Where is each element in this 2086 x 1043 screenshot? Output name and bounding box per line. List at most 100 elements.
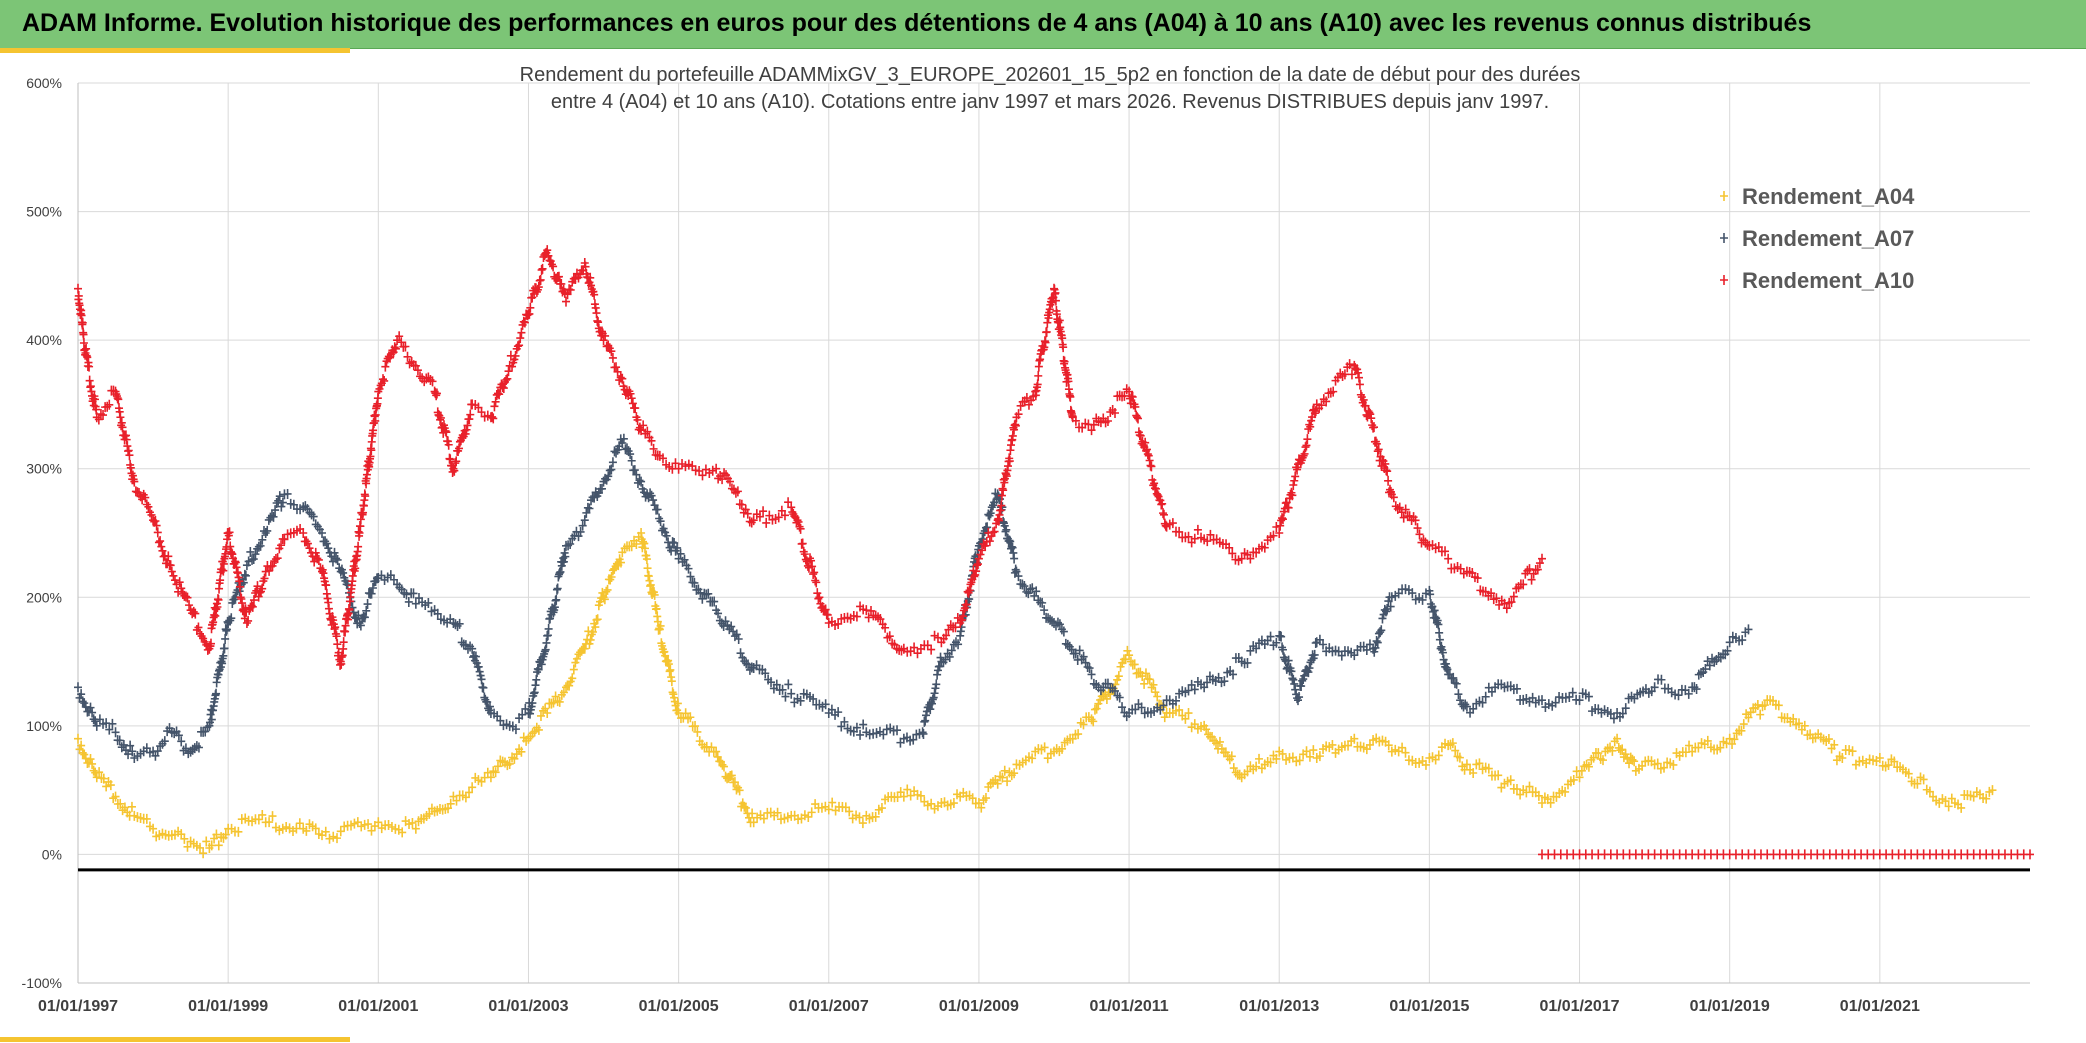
- series-point: [812, 577, 821, 588]
- series-point: [1535, 558, 1544, 569]
- series-point: [174, 730, 183, 741]
- series-point: [976, 549, 985, 560]
- series-point: [1141, 668, 1150, 679]
- x-tick-label: 01/01/2007: [789, 998, 869, 1015]
- series-point: [559, 556, 568, 567]
- series-point: [958, 611, 967, 622]
- series-point: [1147, 461, 1156, 472]
- series-point: [1322, 396, 1331, 407]
- series-point: [555, 696, 564, 707]
- series-point: [631, 403, 640, 414]
- series-point: [653, 504, 662, 515]
- series-point: [128, 746, 137, 757]
- series-point: [248, 554, 257, 565]
- series-point: [79, 329, 88, 340]
- series-point: [612, 362, 621, 373]
- series-point: [767, 677, 776, 688]
- series-point: [1774, 700, 1783, 711]
- series-point: [409, 588, 418, 599]
- series-point: [778, 684, 787, 695]
- series-point: [1074, 729, 1083, 740]
- series-point: [520, 317, 529, 328]
- series-point: [1010, 553, 1019, 564]
- series-point: [1368, 420, 1377, 431]
- series-point: [489, 413, 498, 424]
- series-point: [1290, 678, 1299, 689]
- series-point: [227, 613, 236, 624]
- series-point: [446, 798, 455, 809]
- series-point: [811, 575, 820, 586]
- series-point: [164, 551, 173, 562]
- series-point: [793, 515, 802, 526]
- series-point: [1606, 849, 1615, 860]
- series-point: [513, 341, 522, 352]
- series-point: [125, 810, 134, 821]
- series-point: [903, 784, 912, 795]
- series-point: [1461, 699, 1470, 710]
- series-point: [1302, 440, 1311, 451]
- grid: [77, 82, 2030, 984]
- series-point: [597, 593, 606, 604]
- series-point: [815, 592, 824, 603]
- series-point: [556, 566, 565, 577]
- series-point: [632, 469, 641, 480]
- series-point: [856, 729, 865, 740]
- series-point: [745, 516, 754, 527]
- series-point: [1276, 520, 1285, 531]
- series-point: [223, 528, 232, 539]
- series-point: [390, 342, 399, 353]
- series-point: [127, 801, 136, 812]
- series-point: [105, 724, 114, 735]
- series-point: [1944, 801, 1953, 812]
- series-point: [670, 537, 679, 548]
- series-point: [547, 259, 556, 270]
- series-point: [1738, 635, 1747, 646]
- data-point: [261, 528, 270, 538]
- y-tick-label: -100%: [22, 975, 62, 991]
- series-point: [1300, 448, 1309, 459]
- series-point: [77, 740, 86, 751]
- series-point: [968, 793, 977, 804]
- series-point: [1311, 638, 1320, 649]
- series-point: [1494, 770, 1503, 781]
- series-point: [916, 790, 925, 801]
- data-point: [111, 727, 120, 738]
- series-point: [1355, 379, 1364, 390]
- series-point: [1121, 654, 1130, 665]
- series-point: [656, 620, 665, 631]
- series-point: [876, 614, 885, 625]
- series-point: [1385, 484, 1394, 495]
- series-point: [1719, 849, 1728, 860]
- series-point: [997, 500, 1006, 511]
- series-point: [971, 798, 980, 809]
- series-point: [1502, 603, 1511, 614]
- series-point: [1301, 442, 1310, 453]
- series-point: [1685, 740, 1694, 751]
- series-point: [1653, 758, 1662, 769]
- series-point: [972, 566, 981, 577]
- series-point: [1384, 475, 1393, 486]
- legend-label: Rendement_A04: [1742, 184, 1915, 209]
- series-point: [1594, 748, 1603, 759]
- series-point: [525, 308, 534, 319]
- y-tick-label: 600%: [26, 75, 62, 91]
- series-point: [1756, 709, 1765, 720]
- legend-marker: [1720, 191, 1728, 201]
- series-point: [1399, 512, 1408, 523]
- series-point: [463, 420, 472, 431]
- series-point: [269, 511, 278, 522]
- series-point: [1022, 393, 1031, 404]
- series-point: [442, 427, 451, 438]
- series-point: [998, 772, 1007, 783]
- series-point: [1159, 508, 1168, 519]
- series-point: [206, 638, 215, 649]
- series-point: [185, 600, 194, 611]
- series-point: [1328, 739, 1337, 750]
- series-point: [710, 596, 719, 607]
- series-point: [77, 689, 86, 700]
- series-point: [433, 608, 442, 619]
- series-point: [926, 704, 935, 715]
- series-point: [381, 361, 390, 372]
- series-point: [124, 749, 133, 760]
- series-point: [451, 458, 460, 469]
